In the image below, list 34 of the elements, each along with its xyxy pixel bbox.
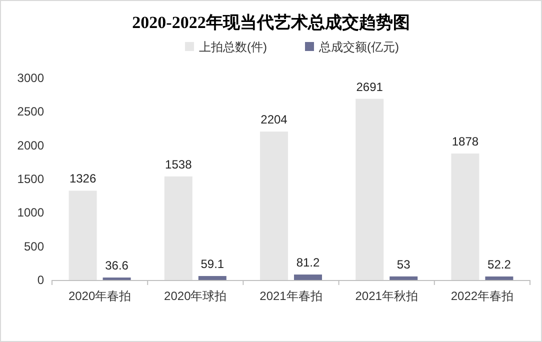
data-label: 1878 xyxy=(452,134,479,149)
x-tick-label: 2021年秋拍 xyxy=(355,289,418,303)
y-tick-label: 500 xyxy=(24,239,44,254)
data-label: 52.2 xyxy=(488,257,512,272)
bar xyxy=(68,190,97,280)
data-label: 1326 xyxy=(69,172,96,186)
x-tick-label: 2021年春拍 xyxy=(260,289,322,303)
bar xyxy=(451,154,480,280)
bar xyxy=(198,276,226,280)
data-label: 36.6 xyxy=(105,258,129,273)
bar xyxy=(260,132,288,280)
data-label: 2691 xyxy=(356,80,384,94)
y-tick-label: 1500 xyxy=(17,172,44,186)
data-label: 2204 xyxy=(260,112,288,127)
bar xyxy=(356,98,384,280)
data-label: 81.2 xyxy=(296,256,320,270)
y-tick-label: 0 xyxy=(37,273,44,287)
bar xyxy=(390,276,418,280)
x-tick-label: 2020年球拍 xyxy=(164,289,227,303)
y-tick-label: 1000 xyxy=(17,206,44,220)
y-tick-label: 2500 xyxy=(17,104,44,119)
bar xyxy=(294,274,322,280)
x-tick-label: 2020年春拍 xyxy=(68,289,132,303)
bar xyxy=(164,176,192,280)
legend-label: 总成交额(亿元) xyxy=(318,40,399,54)
x-tick-label: 2022年春拍 xyxy=(450,289,514,303)
y-tick-label: 2000 xyxy=(17,138,44,152)
data-label: 59.1 xyxy=(200,257,224,272)
y-tick-label: 3000 xyxy=(17,71,44,85)
legend-label: 上拍总数(件) xyxy=(199,40,267,54)
chart-title: 2020-2022年现当代艺术总成交趋势图 xyxy=(132,13,410,32)
bar xyxy=(485,276,514,280)
data-label: 1538 xyxy=(165,157,192,172)
data-label: 53 xyxy=(396,257,411,272)
